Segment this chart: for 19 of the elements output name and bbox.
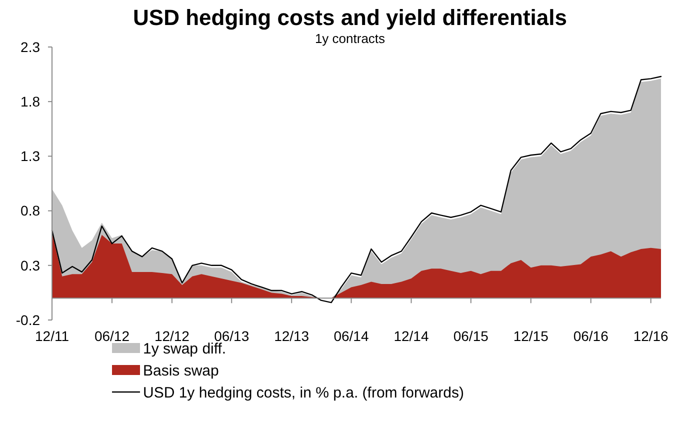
x-tick-label: 06/14 bbox=[334, 328, 369, 344]
y-tick-label: 0.8 bbox=[20, 202, 40, 219]
y-tick-label: 1.8 bbox=[20, 94, 40, 110]
y-tick-label: 2.3 bbox=[20, 38, 40, 55]
x-tick-label: 12/14 bbox=[394, 328, 429, 344]
x-tick-label: 06/15 bbox=[453, 328, 489, 344]
x-tick-label: 12/13 bbox=[274, 328, 310, 344]
legend-label: Basis swap bbox=[143, 362, 219, 380]
y-tick-label: 0.3 bbox=[20, 257, 40, 274]
x-tick-label: 12/15 bbox=[513, 328, 549, 344]
y-tick-label: -0.2 bbox=[16, 312, 40, 328]
x-tick-label: 06/12 bbox=[94, 328, 130, 344]
chart-subtitle: 1y contracts bbox=[314, 31, 386, 46]
y-tick-label: 1.3 bbox=[20, 148, 40, 164]
legend-label: USD 1y hedging costs, in % p.a. (from forwards) bbox=[143, 384, 464, 402]
x-tick-label: 06/16 bbox=[573, 328, 609, 344]
chart-title: USD hedging costs and yield differentials bbox=[133, 5, 567, 30]
x-tick-label: 12/11 bbox=[35, 328, 70, 344]
x-tick-label: 12/16 bbox=[633, 328, 669, 344]
